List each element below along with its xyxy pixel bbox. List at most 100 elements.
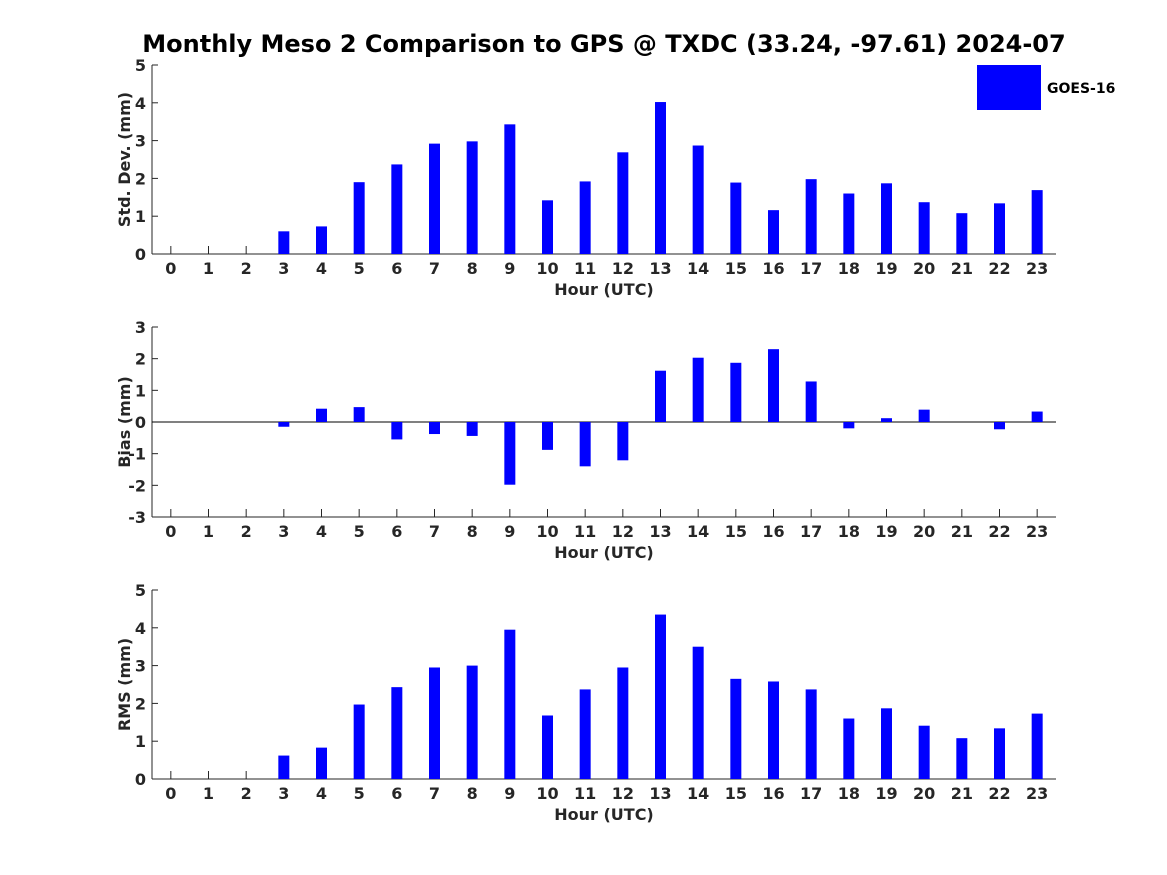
bar-hour-8 — [466, 665, 478, 779]
bar-hour-22 — [994, 728, 1005, 779]
x-tick-label: 0 — [165, 784, 176, 803]
bar-hour-18 — [843, 422, 855, 429]
y-tick-label: 5 — [135, 581, 146, 600]
y-axis-label: RMS (mm) — [115, 638, 134, 731]
bar-hour-4 — [316, 226, 327, 254]
bar-hour-10 — [542, 200, 553, 254]
x-tick-label: 21 — [951, 522, 973, 541]
y-tick-label: 4 — [135, 94, 146, 113]
bar-hour-15 — [730, 678, 742, 779]
bar-hour-21 — [956, 738, 968, 779]
x-tick-label: 20 — [913, 784, 935, 803]
x-tick-label: 16 — [762, 784, 784, 803]
bar-hour-19 — [881, 708, 892, 779]
bar-hour-3 — [278, 422, 290, 427]
x-tick-label: 11 — [574, 259, 596, 278]
y-tick-label: 5 — [135, 56, 146, 75]
y-axis-label: Bias (mm) — [115, 376, 134, 468]
x-tick-label: 6 — [391, 784, 402, 803]
x-tick-label: 20 — [913, 522, 935, 541]
bar-hour-12 — [617, 422, 629, 461]
x-tick-label: 13 — [649, 784, 671, 803]
x-tick-label: 4 — [316, 259, 327, 278]
x-tick-label: 18 — [838, 522, 860, 541]
x-tick-label: 2 — [241, 259, 252, 278]
y-tick-label: -1 — [128, 445, 146, 464]
x-tick-label: 14 — [687, 522, 709, 541]
bar-hour-22 — [994, 203, 1005, 254]
x-tick-label: 0 — [165, 522, 176, 541]
bar-hour-11 — [579, 181, 591, 254]
bar-hour-20 — [918, 409, 930, 422]
x-tick-label: 17 — [800, 259, 822, 278]
x-tick-label: 22 — [988, 522, 1010, 541]
x-tick-label: 18 — [838, 259, 860, 278]
bar-hour-20 — [918, 725, 930, 779]
x-tick-label: 7 — [429, 522, 440, 541]
y-tick-label: 0 — [135, 770, 146, 789]
x-tick-label: 1 — [203, 259, 214, 278]
bar-hour-16 — [768, 210, 779, 254]
x-tick-label: 4 — [316, 522, 327, 541]
x-tick-label: 4 — [316, 784, 327, 803]
bar-hour-4 — [316, 408, 327, 422]
chart-title: Monthly Meso 2 Comparison to GPS @ TXDC … — [142, 30, 1065, 58]
bar-hour-7 — [429, 422, 440, 435]
bar-hour-8 — [466, 141, 478, 254]
x-tick-label: 19 — [875, 259, 897, 278]
x-tick-label: 9 — [504, 784, 515, 803]
bar-hour-14 — [692, 646, 704, 779]
bar-hour-22 — [994, 422, 1005, 430]
x-tick-label: 15 — [725, 522, 747, 541]
y-tick-label: 1 — [135, 732, 146, 751]
x-tick-label: 12 — [612, 522, 634, 541]
x-axis-label: Hour (UTC) — [554, 543, 654, 562]
x-tick-label: 21 — [951, 784, 973, 803]
x-tick-label: 15 — [725, 784, 747, 803]
x-tick-label: 22 — [988, 784, 1010, 803]
x-tick-label: 18 — [838, 784, 860, 803]
x-tick-label: 5 — [354, 522, 365, 541]
y-tick-label: 0 — [135, 245, 146, 264]
legend: GOES-16 — [977, 65, 1115, 110]
x-tick-label: 3 — [278, 259, 289, 278]
legend-label: GOES-16 — [1047, 81, 1115, 97]
x-tick-label: 17 — [800, 522, 822, 541]
x-tick-label: 8 — [467, 259, 478, 278]
x-tick-label: 12 — [612, 259, 634, 278]
bar-hour-19 — [881, 418, 892, 422]
y-tick-label: -2 — [128, 476, 146, 495]
bar-hour-17 — [805, 689, 817, 779]
bar-hour-6 — [391, 164, 403, 254]
x-axis-label: Hour (UTC) — [554, 805, 654, 824]
x-tick-label: 13 — [649, 259, 671, 278]
y-tick-label: -3 — [128, 508, 146, 527]
bar-hour-5 — [353, 704, 365, 779]
bar-hour-9 — [504, 629, 516, 779]
x-tick-label: 0 — [165, 259, 176, 278]
x-tick-label: 20 — [913, 259, 935, 278]
bar-hour-18 — [843, 193, 855, 254]
x-tick-label: 2 — [241, 522, 252, 541]
bar-hour-20 — [918, 202, 930, 254]
x-tick-label: 14 — [687, 259, 709, 278]
bar-hour-23 — [1031, 411, 1043, 422]
x-tick-label: 1 — [203, 522, 214, 541]
x-tick-label: 1 — [203, 784, 214, 803]
y-tick-label: 3 — [135, 132, 146, 151]
x-tick-label: 21 — [951, 259, 973, 278]
bar-hour-17 — [805, 381, 817, 422]
x-tick-label: 23 — [1026, 259, 1048, 278]
bar-hour-13 — [655, 370, 666, 422]
x-tick-label: 9 — [504, 522, 515, 541]
x-tick-label: 10 — [536, 522, 558, 541]
x-tick-label: 6 — [391, 522, 402, 541]
x-tick-label: 11 — [574, 784, 596, 803]
x-axis-label: Hour (UTC) — [554, 280, 654, 299]
x-tick-label: 17 — [800, 784, 822, 803]
bar-hour-15 — [730, 362, 742, 422]
x-tick-label: 12 — [612, 784, 634, 803]
